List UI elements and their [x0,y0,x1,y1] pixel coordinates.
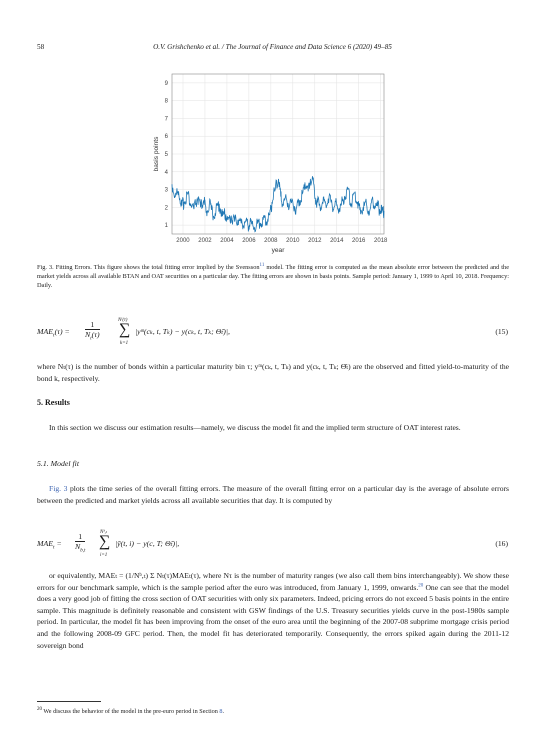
subsection-5-1-paragraph: Fig. 3 plots the time series of the over… [37,484,509,505]
fitting-error-chart: 1 2 3 4 5 6 7 8 9 2000 2002 2004 2006 2008 2010 2012 201… [153,73,388,254]
eq16-fraction: 1 Nb,t [75,532,86,554]
eq15-body: |yᵐ(cₖ, t, Tₖ) − y(cₖ, t, Tₖ; Θ̂ₜ)|, [135,327,230,336]
paragraph-after-eq16: or equivalently, MAEₜ = (1/Nᵇ,ₜ) Σ Nₜ(τ)… [37,571,510,650]
eq15-lhs: MAE [37,327,54,336]
y-tick-label: 4 [165,170,169,176]
caption-ref[interactable]: 11 [259,262,265,268]
eq16-number: (16) [495,539,508,548]
subsection-5-1-heading: 5.1. Model fit [37,459,80,468]
section-8-link[interactable]: 8 [219,708,223,715]
y-tick-label: 8 [165,99,169,105]
eq16-sum-top: Nᵇ,ₜ [100,530,108,535]
y-tick-label: 9 [165,81,169,87]
eq15-sum-bottom: k=1 [120,341,129,346]
page-number: 58 [37,43,45,51]
y-tick-label: 1 [165,223,169,229]
fig3-link[interactable]: Fig. 3 [49,484,68,493]
equation-16: MAEt = 1 Nb,t Nᵇ,ₜ ∑ i=1 |ȳ(t, i) − y(c, … [37,530,180,558]
eq15-number: (15) [495,327,508,336]
x-tick-label: 2002 [198,238,212,244]
footnote-20: 20 We discuss the behavior of the model … [37,706,225,715]
running-title: O.V. Grishchenko et al. / The Journal of… [153,43,392,51]
eq16-body: |ȳ(t, i) − y(c, T; Θ̂ₜ)|, [115,539,180,548]
y-tick-label: 2 [165,205,169,211]
section-5-intro: In this section we discuss our estimatio… [49,423,461,432]
paragraph-after-eq15: where Nₜ(τ) is the number of bonds withi… [37,362,509,383]
x-tick-label: 2000 [176,238,190,244]
x-tick-label: 2010 [286,238,300,244]
y-axis-label: basis points [153,136,160,172]
eq15-sum-symbol: ∑ [119,321,131,338]
x-tick-label: 2008 [264,238,278,244]
eq15-fraction: 1 Nt(τ) [85,320,100,342]
figure-caption: Fig. 3. Fitting Errors. This figure show… [37,262,509,289]
y-tick-label: 6 [165,134,169,140]
plot-frame [171,73,385,235]
footnote-ref-20[interactable]: 20 [418,583,424,589]
y-tick-label: 5 [165,152,169,158]
chart-ticks: 1 2 3 4 5 6 7 8 9 2000 2002 2004 2006 2008 2010 2012 201… [165,81,388,244]
eq16-lhs: MAE [37,539,54,548]
x-tick-label: 2014 [330,238,344,244]
y-tick-label: 7 [165,116,169,122]
footnote-rule [37,701,101,702]
equation-15: MAEt(τ) = 1 Nt(τ) Nⁱ(τ) ∑ k=1 |yᵐ(cₖ, t, … [37,318,230,346]
x-tick-label: 2016 [352,238,366,244]
eq16-sum-symbol: ∑ [99,533,111,550]
eq16-sum-bottom: i=1 [100,553,108,558]
eq15-sum-top: Nⁱ(τ) [118,318,128,323]
x-axis-label: year [272,247,286,254]
chart-grid [172,74,384,234]
section-5-heading: 5. Results [37,398,70,407]
x-tick-label: 2006 [242,238,256,244]
x-tick-label: 2018 [374,238,388,244]
y-tick-label: 3 [165,188,169,194]
x-tick-label: 2012 [308,238,322,244]
x-tick-label: 2004 [220,238,234,244]
fitting-error-line [171,176,385,233]
